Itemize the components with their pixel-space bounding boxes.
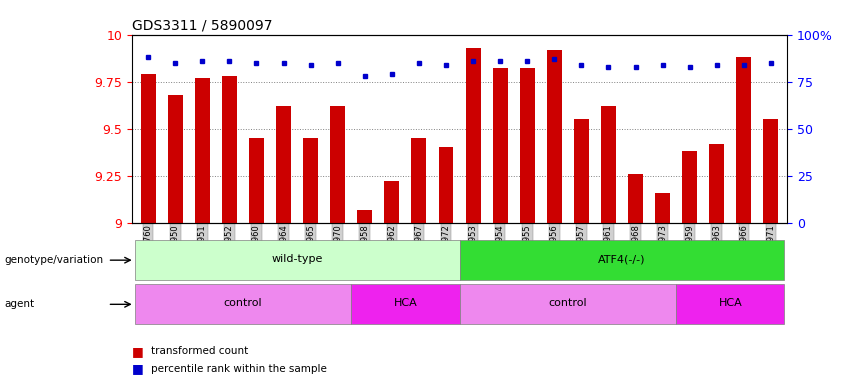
Bar <box>574 119 589 223</box>
Bar <box>357 210 372 223</box>
Text: ■: ■ <box>132 362 148 375</box>
Text: ATF4(-/-): ATF4(-/-) <box>598 254 646 264</box>
Text: genotype/variation: genotype/variation <box>4 255 103 265</box>
Bar <box>547 50 562 223</box>
Bar <box>134 285 351 324</box>
Bar <box>736 57 751 223</box>
Text: wild-type: wild-type <box>271 254 323 264</box>
Bar <box>330 106 346 223</box>
Bar <box>412 138 426 223</box>
Bar <box>249 138 264 223</box>
Text: ■: ■ <box>132 345 148 358</box>
Bar <box>168 95 183 223</box>
Bar <box>195 78 209 223</box>
Text: percentile rank within the sample: percentile rank within the sample <box>151 364 327 374</box>
Text: GDS3311 / 5890097: GDS3311 / 5890097 <box>132 18 272 32</box>
Bar <box>683 151 697 223</box>
Bar <box>222 76 237 223</box>
Bar <box>385 181 399 223</box>
Bar <box>520 68 534 223</box>
Text: control: control <box>224 298 262 308</box>
Bar <box>140 74 156 223</box>
Text: agent: agent <box>4 299 34 310</box>
Bar <box>303 138 318 223</box>
Bar <box>351 285 460 324</box>
Bar <box>628 174 643 223</box>
Bar <box>677 285 785 324</box>
Bar <box>710 144 724 223</box>
Bar <box>601 106 616 223</box>
Bar <box>438 147 454 223</box>
Bar <box>465 48 481 223</box>
Bar <box>134 240 460 280</box>
Text: HCA: HCA <box>718 298 742 308</box>
Bar <box>460 240 785 280</box>
Bar <box>460 285 677 324</box>
Bar <box>655 193 670 223</box>
Text: HCA: HCA <box>393 298 417 308</box>
Bar <box>493 68 507 223</box>
Text: control: control <box>549 298 587 308</box>
Bar <box>276 106 291 223</box>
Bar <box>763 119 779 223</box>
Text: transformed count: transformed count <box>151 346 248 356</box>
